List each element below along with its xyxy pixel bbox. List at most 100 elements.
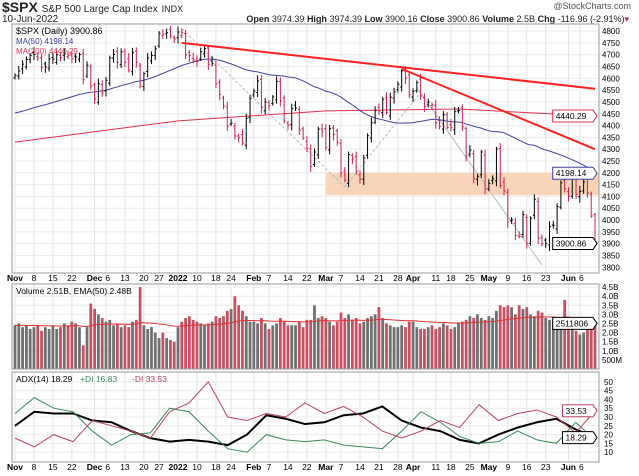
ma50-legend: MA(50) 4198.14 [16,37,74,46]
volume-panel [13,287,597,369]
volume-bar [320,316,324,369]
close-value-label-box [552,236,598,250]
high-label: High [306,14,327,24]
adx-tick-label: 40 [604,395,613,404]
volume-bar [225,310,229,369]
volume-bar [278,318,282,369]
mdi-value-label: 33.53 [566,406,588,416]
volume-bar [267,328,271,369]
volume-bar [453,327,457,369]
quote-summary: Open 3974.39 High 3974.39 Low 3900.16 Cl… [246,14,629,25]
volume-bar [40,330,43,369]
volume-bar [229,308,233,369]
volume-bar [89,303,93,369]
volume-panel-frame [11,283,600,370]
volume-bar [62,323,66,369]
volume-bar [495,310,498,369]
low-label: Low [364,14,383,24]
adx-legend: ADX(14) 18.29 [16,374,72,384]
volume-bar [343,318,347,369]
volume-bar [305,319,309,369]
volume-bar [70,321,74,369]
volume-bar [464,319,468,369]
x-tick-label: Mar [318,273,334,283]
x-tick-label: 21 [374,273,384,283]
x-tick-label: May [481,273,498,283]
volume-bar [138,287,142,369]
volume-bar [21,327,24,369]
high-value: 3974.39 [329,14,362,24]
chart-date: 10-Jun-2022 [2,14,59,25]
volume-bar [404,327,407,369]
guide-line [181,28,346,188]
volume-bar [180,321,184,369]
volume-bar [373,314,377,369]
volume-bar [449,328,453,369]
pdi-legend: +DI 16.83 [80,374,117,384]
x-tick-label: 21 [374,462,384,472]
price-tick-label: 4750 [602,39,620,48]
open-label: Open [246,14,270,24]
volume-bar [93,308,97,369]
volume-bar [191,319,195,369]
volume-bar [43,327,47,369]
volume-bar [411,321,415,369]
volume-bar [582,332,586,369]
down-triangle-icon: ▾ [624,14,629,24]
x-tick-label: 11 [431,462,440,472]
volume-bar [347,314,350,369]
volume-bar [544,318,548,369]
volume-bar [17,323,21,369]
volume-bar [271,325,275,369]
price-legend: $SPX (Daily) 3900.86 [16,26,103,36]
price-panel [13,25,597,266]
volume-bar [479,318,483,369]
volume-bar [127,327,131,369]
x-tick-label: Dec [87,462,103,472]
price-tick-label: 3800 [602,263,620,272]
volume-bar [161,332,165,369]
volume-bar [286,325,290,369]
volume-bar [55,328,59,369]
x-tick-label: 14 [355,273,365,283]
x-tick-label: 10 [192,273,202,283]
price-tick-label: 3900 [602,240,620,249]
volume-bar [199,323,203,369]
close-value: 3900.86 [447,14,480,24]
x-tick-label: 14 [283,462,293,472]
adx-value-label-box [562,431,598,445]
symbol: $SPX [2,0,38,15]
volume-bar [157,338,161,369]
volume-bar [176,327,180,369]
volume-bar [294,325,297,369]
volume-value: 2.5B [516,14,536,24]
volume-bar [574,330,578,369]
x-tick-label: 16 [522,273,532,283]
ma50-value-label-box [552,166,598,180]
volume-bar [586,328,589,369]
x-tick-label: 7 [267,273,272,283]
chg-value: -116.96 (-2.91%) [557,14,625,24]
volume-tick-label: 3.0B [602,310,618,319]
volume-bar [165,338,169,369]
trendline [181,41,596,90]
volume-bar [290,325,294,369]
volume-bar [430,325,434,369]
volume-bar [59,327,62,369]
x-tick-label: 6 [579,273,584,283]
x-tick-label: 2022 [169,462,188,472]
x-tick-label: 2022 [169,273,188,283]
volume-bar [438,327,441,369]
volume-bar [195,321,199,369]
x-tick-label: 22 [302,462,312,472]
volume-bar [142,325,146,369]
price-tick-label: 4550 [602,86,620,95]
adx-tick-label: 50 [604,378,613,387]
x-tick-label: 18 [211,462,221,472]
price-tick-label: 4000 [602,216,620,225]
volume-ema-line [14,316,596,328]
x-tick-label: Jun [561,273,576,283]
volume-bar [487,316,491,369]
x-tick-label: 18 [211,273,221,283]
